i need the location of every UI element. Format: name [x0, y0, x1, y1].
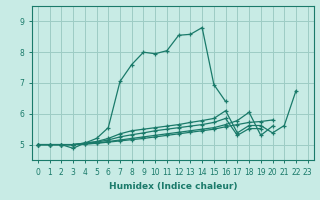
X-axis label: Humidex (Indice chaleur): Humidex (Indice chaleur) [108, 182, 237, 191]
